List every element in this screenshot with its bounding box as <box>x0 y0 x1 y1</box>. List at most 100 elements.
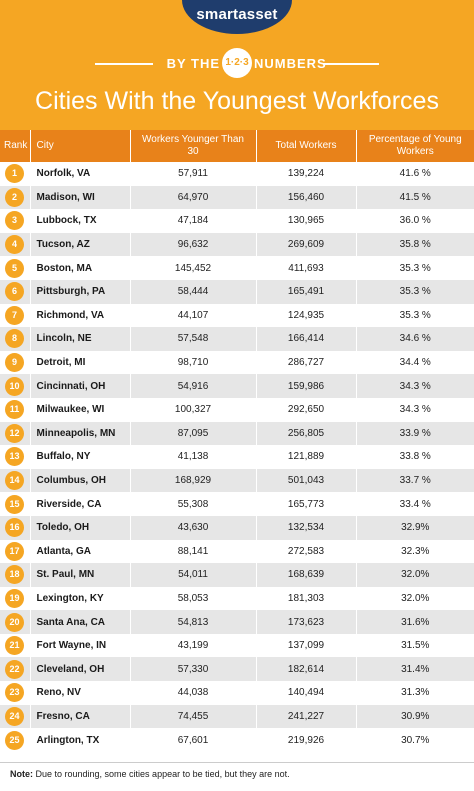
young-workers-cell: 88,141 <box>130 539 257 564</box>
rank-badge: 10 <box>5 376 24 396</box>
rank-cell: 4 <box>0 232 31 257</box>
young-workers-cell: 57,911 <box>130 162 257 186</box>
total-workers-cell: 121,889 <box>256 445 357 469</box>
total-workers-cell: 272,583 <box>256 539 357 564</box>
rank-badge: 2 <box>5 187 24 207</box>
young-workers-cell: 168,929 <box>130 468 257 493</box>
rank-badge: 25 <box>5 730 24 750</box>
rank-cell: 20 <box>0 610 31 634</box>
rank-badge: 13 <box>5 447 24 467</box>
table-row: 17 Atlanta, GA 88,141 272,583 32.3% <box>0 539 474 564</box>
rank-cell: 16 <box>0 515 31 540</box>
rank-badge: 15 <box>5 494 24 514</box>
young-workers-cell: 41,138 <box>130 445 257 469</box>
rank-cell: 10 <box>0 374 31 398</box>
column-header-rank: Rank <box>0 130 31 162</box>
young-workers-cell: 44,107 <box>130 303 257 328</box>
total-workers-cell: 173,623 <box>256 610 357 634</box>
young-workers-cell: 57,330 <box>130 657 257 682</box>
rank-badge: 14 <box>5 471 24 491</box>
rank-cell: 12 <box>0 421 31 446</box>
table-row: 13 Buffalo, NY 41,138 121,889 33.8 % <box>0 445 474 469</box>
column-header-city: City <box>30 130 131 162</box>
percentage-cell: 34.3 % <box>356 374 474 398</box>
footnote: Note: Due to rounding, some cities appea… <box>10 769 290 779</box>
table-row: 7 Richmond, VA 44,107 124,935 35.3 % <box>0 303 474 328</box>
young-workers-cell: 98,710 <box>130 350 257 375</box>
total-workers-cell: 139,224 <box>256 162 357 186</box>
rank-cell: 5 <box>0 256 31 280</box>
total-workers-cell: 166,414 <box>256 327 357 351</box>
young-workers-cell: 55,308 <box>130 492 257 516</box>
rank-badge: 21 <box>5 636 24 656</box>
rank-cell: 3 <box>0 209 31 233</box>
brand-logo-text: smartasset <box>196 6 278 23</box>
by-the-numbers-row: BY THE 1·2·3 NUMBERS <box>0 47 474 79</box>
table-row: 14 Columbus, OH 168,929 501,043 33.7 % <box>0 468 474 493</box>
rank-badge: 23 <box>5 683 24 703</box>
rank-cell: 9 <box>0 350 31 375</box>
column-header-total-workers: Total Workers <box>256 130 357 162</box>
city-cell: Cleveland, OH <box>30 657 131 682</box>
percentage-cell: 33.4 % <box>356 492 474 516</box>
rank-badge: 17 <box>5 541 24 561</box>
table-row: 25 Arlington, TX 67,601 219,926 30.7% <box>0 728 474 752</box>
rank-badge: 18 <box>5 565 24 585</box>
percentage-cell: 31.5% <box>356 633 474 658</box>
rank-badge: 24 <box>5 706 24 726</box>
total-workers-cell: 411,693 <box>256 256 357 280</box>
table-row: 24 Fresno, CA 74,455 241,227 30.9% <box>0 704 474 729</box>
young-workers-cell: 54,916 <box>130 374 257 398</box>
percentage-cell: 34.4 % <box>356 350 474 375</box>
footnote-label: Note: <box>10 769 33 779</box>
percentage-cell: 35.8 % <box>356 232 474 257</box>
table-row: 8 Lincoln, NE 57,548 166,414 34.6 % <box>0 327 474 351</box>
city-cell: Cincinnati, OH <box>30 374 131 398</box>
young-workers-cell: 47,184 <box>130 209 257 233</box>
young-workers-cell: 64,970 <box>130 185 257 210</box>
percentage-cell: 31.6% <box>356 610 474 634</box>
total-workers-cell: 130,965 <box>256 209 357 233</box>
young-workers-cell: 58,053 <box>130 586 257 611</box>
rank-cell: 21 <box>0 633 31 658</box>
percentage-cell: 41.5 % <box>356 185 474 210</box>
rank-cell: 6 <box>0 279 31 304</box>
young-workers-cell: 54,813 <box>130 610 257 634</box>
young-workers-cell: 74,455 <box>130 704 257 729</box>
table-body: 1 Norfolk, VA 57,911 139,224 41.6 % 2 Madison,… <box>0 162 474 752</box>
young-workers-cell: 43,199 <box>130 633 257 658</box>
rank-badge: 4 <box>5 235 24 255</box>
percentage-cell: 32.0% <box>356 563 474 587</box>
city-cell: Santa Ana, CA <box>30 610 131 634</box>
total-workers-cell: 219,926 <box>256 728 357 752</box>
total-workers-cell: 137,099 <box>256 633 357 658</box>
percentage-cell: 34.6 % <box>356 327 474 351</box>
city-cell: Pittsburgh, PA <box>30 279 131 304</box>
young-workers-cell: 58,444 <box>130 279 257 304</box>
rank-cell: 2 <box>0 185 31 210</box>
percentage-cell: 41.6 % <box>356 162 474 186</box>
table-row: 4 Tucson, AZ 96,632 269,609 35.8 % <box>0 232 474 257</box>
rank-cell: 15 <box>0 492 31 516</box>
header-banner: smartasset BY THE 1·2·3 NUMBERS Cities W… <box>0 0 474 130</box>
total-workers-cell: 256,805 <box>256 421 357 446</box>
total-workers-cell: 292,650 <box>256 397 357 422</box>
rank-cell: 22 <box>0 657 31 682</box>
rank-cell: 17 <box>0 539 31 564</box>
rank-cell: 19 <box>0 586 31 611</box>
rank-badge: 20 <box>5 612 24 632</box>
young-workers-cell: 145,452 <box>130 256 257 280</box>
city-cell: Lexington, KY <box>30 586 131 611</box>
table-row: 18 St. Paul, MN 54,011 168,639 32.0% <box>0 563 474 587</box>
rank-badge: 3 <box>5 211 24 231</box>
table-row: 1 Norfolk, VA 57,911 139,224 41.6 % <box>0 162 474 186</box>
table-row: 9 Detroit, MI 98,710 286,727 34.4 % <box>0 350 474 375</box>
cities-table: Rank City Workers Younger Than 30 Total … <box>0 130 474 752</box>
rank-badge: 22 <box>5 659 24 679</box>
brand-logo[interactable]: smartasset <box>182 0 292 34</box>
rank-cell: 18 <box>0 563 31 587</box>
young-workers-cell: 87,095 <box>130 421 257 446</box>
total-workers-cell: 132,534 <box>256 515 357 540</box>
rank-badge: 12 <box>5 423 24 443</box>
city-cell: Tucson, AZ <box>30 232 131 257</box>
